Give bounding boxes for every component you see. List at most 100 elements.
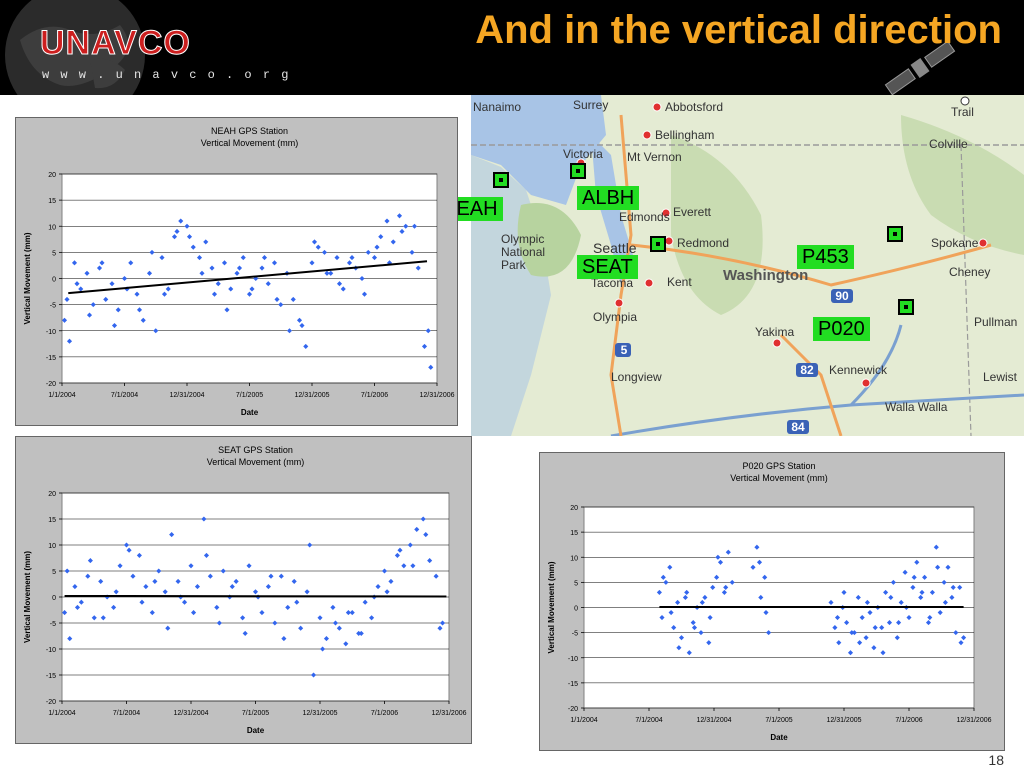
data-point [397,547,403,553]
data-point [935,564,941,570]
map-place-name: Colville [929,137,968,151]
data-point [153,328,159,334]
data-point [96,265,103,271]
page-number: 18 [988,752,1004,768]
data-point [194,584,200,590]
data-point [220,568,226,574]
data-point [149,249,155,255]
data-point [87,558,93,564]
trend-line [64,594,447,598]
x-axis-label: Date [770,733,788,742]
data-point [750,564,756,570]
data-point [140,317,146,323]
data-point [78,286,84,292]
seat-chart: SEAT GPS Station Vertical Movement (mm) 20… [15,436,472,744]
data-point [698,630,704,636]
y-tick-label: -20 [568,706,578,713]
data-point [190,244,196,250]
map-place-name: Pullman [974,315,1018,329]
data-point [290,296,296,302]
y-tick-label: 0 [52,595,56,602]
data-point [123,542,130,548]
data-point [66,338,73,344]
y-tick-label: 15 [570,530,578,537]
data-point [766,630,772,636]
x-axis-label: Date [241,408,259,417]
data-point [717,559,724,565]
data-point [161,291,168,297]
y-tick-label: 5 [52,250,56,257]
x-tick-label: 12/31/2005 [302,710,337,717]
x-tick-label: 1/1/2004 [48,392,75,399]
data-point [859,615,865,621]
x-tick-label: 12/31/2005 [294,392,329,399]
map-place-name: Edmonds [619,210,670,224]
map-place-name: Abbotsford [665,100,724,114]
map-place-name: Lewist [983,370,1018,384]
x-tick-label: 12/31/2006 [956,717,991,724]
y-tick-label: 0 [52,277,56,284]
x-tick-label: 7/1/2005 [765,717,792,724]
y-tick-label: 5 [574,580,578,587]
data-point [675,599,681,606]
data-point [71,260,78,266]
data-point [86,312,93,318]
neah-chart: NEAH GPS Station Vertical Movement (mm) 20… [15,117,458,426]
data-point [174,228,180,235]
data-point [268,573,274,579]
y-tick-label: 10 [570,555,578,562]
data-point [215,281,221,287]
x-tick-label: 7/1/2005 [242,710,269,717]
data-point [246,291,253,297]
data-point [324,270,330,276]
y-tick-label: -20 [46,699,56,706]
y-axis-label: Vertical Movement (mm) [23,551,32,643]
data-point [304,589,310,595]
unavco-logo: UNAVCO [40,24,191,63]
y-tick-label: 20 [48,172,56,179]
data-point [265,281,271,287]
data-point [149,610,155,616]
data-point [259,265,265,271]
slide-title: And in the vertical direction [475,8,1002,52]
x-tick-label: 7/1/2006 [895,717,922,724]
y-axis-label: Vertical Movement (mm) [23,232,32,324]
data-point [229,584,235,590]
data-point [196,255,203,261]
chart-svg: SEAT GPS Station Vertical Movement (mm) 20… [23,445,467,735]
data-point [894,635,900,641]
data-point [867,609,873,616]
data-point [369,615,375,621]
map-place-name: Spokane [931,236,979,250]
x-tick-label: 12/31/2006 [431,710,466,717]
data-point [365,249,371,255]
map-place-name: Longview [611,370,662,384]
data-point [228,286,234,292]
highway-shield: 82 [800,363,814,377]
chart-subtitle: Vertical Movement (mm) [730,473,828,483]
data-point [64,568,70,574]
y-tick-label: -20 [46,381,56,388]
y-tick-label: -10 [568,656,578,663]
data-point [754,544,760,550]
data-point [756,559,763,565]
chart-svg: NEAH GPS Station Vertical Movement (mm) 20… [23,126,455,417]
unavco-url: w w w . u n a v c o . o r g [42,68,291,82]
data-point [374,244,380,250]
y-tick-label: -10 [46,647,56,654]
highway-shield: 90 [835,289,849,303]
data-point [203,239,209,245]
map-place-name: Seattle [593,240,637,256]
data-point [240,255,246,261]
data-point [261,255,268,261]
station-label-p453: P453 [797,245,854,269]
data-point [401,563,407,569]
data-point [159,255,165,261]
map-place-name: Walla Walla [885,400,948,414]
map-place-name: Trail [951,105,974,119]
map-place-name: Kennewick [829,363,888,377]
data-point [321,249,328,255]
highway-shield: 5 [620,343,628,357]
chart-title: SEAT GPS Station [218,445,293,455]
x-tick-label: 12/31/2004 [696,717,731,724]
